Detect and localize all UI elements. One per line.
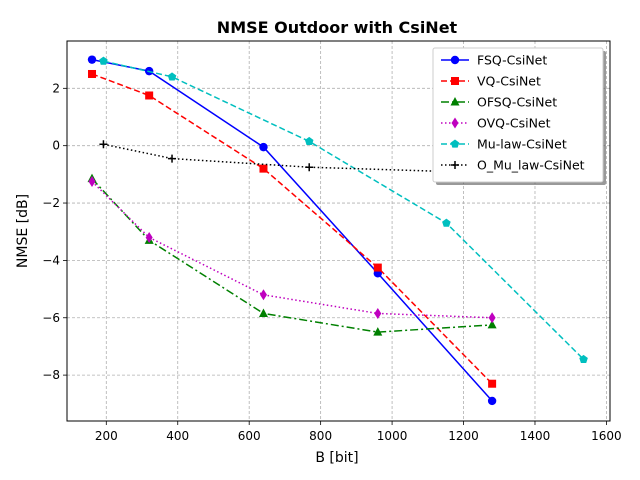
series-ovq-csinet	[88, 176, 496, 324]
data-point-ovq-csinet	[259, 289, 267, 301]
data-point-mu-law-csinet	[442, 218, 451, 227]
x-tick-label: 1200	[448, 429, 479, 443]
data-point-ovq-csinet	[488, 312, 496, 324]
series-line-vq-csinet	[91, 73, 493, 385]
data-point-o-mu-law-csinet	[99, 140, 108, 149]
legend-item-ovq-csinet: OVQ-CsiNet	[441, 116, 551, 131]
legend-label: FSQ-CsiNet	[477, 53, 547, 68]
x-tick-label: 1600	[591, 429, 622, 443]
data-point-ovq-csinet	[145, 231, 153, 243]
grid	[67, 41, 610, 421]
x-axis-label: B [bit]	[315, 450, 358, 466]
data-point-ofsq-csinet	[373, 327, 383, 336]
legend-swatch-marker	[451, 117, 459, 129]
data-point-ofsq-csinet	[258, 308, 268, 317]
legend-label: OFSQ-CsiNet	[477, 95, 557, 110]
series-vq-csinet	[88, 69, 497, 388]
axis-ticks: 200 400 600 800 1000 1200 1400 1600 −8 −6 −4 −2 0 2	[42, 81, 621, 443]
legend-item-mu-law-csinet: Mu-law-CsiNet	[441, 137, 567, 152]
legend-item-vq-csinet: VQ-CsiNet	[441, 74, 541, 89]
data-point-vq-csinet	[373, 263, 382, 272]
legend-swatch-marker	[450, 139, 460, 148]
x-tick-label: 200	[95, 429, 118, 443]
data-point-fsq-csinet	[487, 396, 497, 406]
x-tick-label: 400	[166, 429, 189, 443]
data-point-ovq-csinet	[374, 307, 382, 319]
data-point-mu-law-csinet	[167, 72, 177, 81]
legend-label: OVQ-CsiNet	[477, 116, 551, 131]
x-tick-label: 800	[309, 429, 332, 443]
data-point-fsq-csinet	[259, 142, 268, 152]
series-line-ovq-csinet	[91, 180, 493, 319]
legend-item-o-mu-law-csinet: O_Mu_law-CsiNet	[441, 158, 585, 173]
legend-swatch-marker	[451, 161, 459, 169]
legend-item-fsq-csinet: FSQ-CsiNet	[441, 53, 547, 68]
legend-swatch-marker	[450, 97, 460, 106]
series-mu-law-csinet	[99, 56, 588, 363]
legend: FSQ-CsiNet VQ-CsiNet OFSQ-CsiNet OVQ-CsiNet…	[432, 47, 606, 185]
y-tick-label: −2	[42, 196, 60, 210]
data-point-vq-csinet	[88, 69, 97, 78]
legend-label: O_Mu_law-CsiNet	[477, 158, 585, 173]
data-point-fsq-csinet	[87, 55, 97, 64]
legend-box	[432, 47, 604, 183]
y-tick-label: −4	[42, 253, 60, 267]
series-layer	[87, 55, 588, 406]
data-point-mu-law-csinet	[99, 56, 108, 65]
y-tick-label: 2	[52, 81, 60, 95]
legend-item-ofsq-csinet: OFSQ-CsiNet	[441, 95, 557, 110]
legend-swatch-marker	[450, 55, 460, 65]
x-tick-label: 1400	[520, 429, 551, 443]
data-point-mu-law-csinet	[304, 136, 314, 146]
legend-swatch-marker	[451, 77, 459, 85]
y-tick-label: −8	[42, 368, 60, 382]
legend-label: Mu-law-CsiNet	[477, 137, 567, 152]
data-point-o-mu-law-csinet	[305, 163, 314, 172]
y-tick-label: −6	[42, 311, 60, 325]
x-tick-label: 1000	[377, 429, 408, 443]
x-tick-label: 600	[238, 429, 261, 443]
data-point-vq-csinet	[259, 164, 268, 173]
data-point-ofsq-csinet	[487, 319, 497, 329]
legend-label: VQ-CsiNet	[477, 74, 541, 89]
data-point-vq-csinet	[488, 379, 497, 388]
plot-frame	[66, 40, 611, 422]
chart-title: NMSE Outdoor with CsiNet	[217, 18, 458, 37]
data-point-vq-csinet	[145, 91, 154, 100]
y-tick-label: 0	[52, 139, 60, 153]
y-axis-label: NMSE [dB]	[15, 194, 31, 268]
data-point-ovq-csinet	[88, 176, 96, 188]
data-point-mu-law-csinet	[579, 354, 588, 363]
data-point-o-mu-law-csinet	[168, 154, 177, 163]
